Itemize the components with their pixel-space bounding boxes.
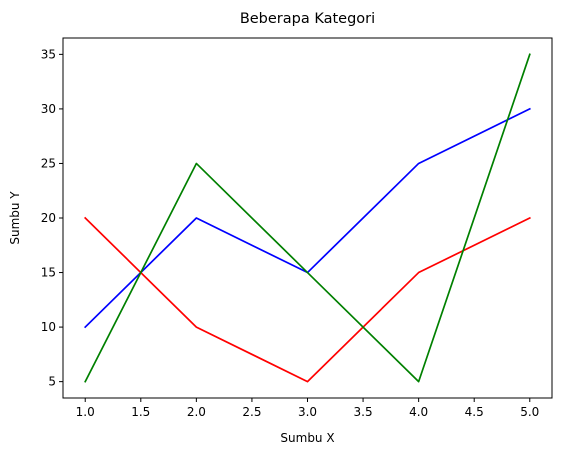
- series-line-2: [84, 216, 531, 383]
- x-tick-label: 3.0: [298, 405, 317, 419]
- x-tick-label: 1.5: [131, 405, 150, 419]
- plot-area: [63, 38, 552, 398]
- y-tick-label: 20: [41, 211, 56, 225]
- x-tick-label: 2.5: [242, 405, 261, 419]
- y-axis: 5 10 15 20 25 30 35: [41, 47, 63, 389]
- y-tick-label: 30: [41, 102, 56, 116]
- y-tick-label: 25: [41, 156, 56, 170]
- series-line-3: [84, 53, 531, 383]
- x-tick-label: 1.0: [76, 405, 95, 419]
- y-tick-label: 15: [41, 266, 56, 280]
- y-tick-label: 10: [41, 320, 56, 334]
- series-group: [84, 53, 531, 383]
- chart-title: Beberapa Kategori: [240, 11, 375, 27]
- x-tick-label: 3.5: [354, 405, 373, 419]
- y-tick-label: 35: [41, 47, 56, 61]
- x-axis-label: Sumbu X: [280, 431, 334, 445]
- x-tick-label: 4.0: [409, 405, 428, 419]
- x-tick-label: 5.0: [520, 405, 539, 419]
- x-tick-label: 4.5: [465, 405, 484, 419]
- x-axis: 1.0 1.5 2.0 2.5 3.0 3.5 4.0 4.5 5.0: [76, 398, 539, 419]
- y-axis-label: Sumbu Y: [8, 191, 22, 245]
- y-tick-label: 5: [48, 375, 56, 389]
- x-tick-label: 2.0: [187, 405, 206, 419]
